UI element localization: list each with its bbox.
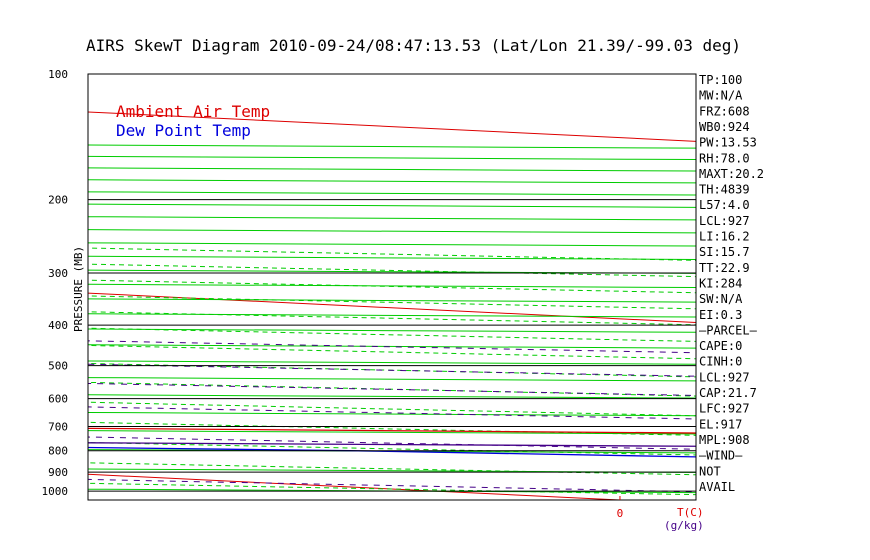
moist-adiabat-lines [88, 247, 696, 496]
index-item: —WIND— [699, 449, 743, 463]
index-item: KI:284 [699, 276, 742, 290]
index-item: LI:16.2 [699, 230, 750, 244]
bottom-temp-unit: T(C) [677, 506, 704, 519]
index-item: TP:100 [699, 73, 742, 87]
dry-adiabat-line [88, 242, 696, 247]
index-item: TT:22.9 [699, 261, 750, 275]
pressure-tick-label: 200 [48, 194, 68, 207]
mixing-ratio-line [88, 363, 696, 377]
index-item: CINH:0 [699, 355, 742, 369]
mixing-ratio-line [837, 325, 870, 500]
mixing-ratio-unit: (g/kg) [664, 519, 704, 532]
isobar-lines [88, 199, 696, 492]
pressure-tick-label: 500 [48, 360, 68, 373]
index-item: FRZ:608 [699, 104, 750, 118]
index-item: L57:4.0 [699, 198, 750, 212]
mixing-ratio-lines [88, 325, 870, 500]
legend-ambient: Ambient Air Temp [116, 102, 270, 121]
index-item: CAP:21.7 [699, 386, 757, 400]
y-axis-label: PRESSURE (MB) [72, 246, 85, 332]
index-item: MPL:908 [699, 433, 750, 447]
index-item: NOT [699, 464, 721, 478]
plot-frame [87, 73, 697, 501]
pressure-tick-label: 100 [48, 68, 68, 81]
index-item: SI:15.7 [699, 245, 750, 259]
dry-adiabat-line [88, 468, 696, 473]
pressure-tick-label: 700 [48, 421, 68, 434]
bottom-temperature-ticks: 0 [617, 496, 624, 520]
pressure-tick-label: 600 [48, 393, 68, 406]
index-item: LFC:927 [699, 402, 750, 416]
moist-adiabat-line [88, 462, 696, 476]
chart-title: AIRS SkewT Diagram 2010-09-24/08:47:13.5… [86, 36, 741, 55]
dry-adiabat-lines [88, 144, 696, 494]
index-item: TH:4839 [699, 183, 750, 197]
index-item: RH:78.0 [699, 151, 750, 165]
pressure-tick-label: 400 [48, 319, 68, 332]
index-item: EI:0.3 [699, 308, 742, 322]
index-item: CAPE:0 [699, 339, 742, 353]
index-item: SW:N/A [699, 292, 743, 306]
index-item: PW:13.53 [699, 136, 757, 150]
pressure-tick-label: 300 [48, 267, 68, 280]
index-item: EL:917 [699, 417, 742, 431]
pressure-tick-label: 800 [48, 445, 68, 458]
index-item: LCL:927 [699, 370, 750, 384]
index-item: MAXT:20.2 [699, 167, 764, 181]
index-item: WB0:924 [699, 120, 750, 134]
pressure-tick-label: 1000 [42, 485, 69, 498]
pressure-tick-label: 900 [48, 466, 68, 479]
index-item: MW:N/A [699, 89, 743, 103]
index-item: AVAIL [699, 480, 735, 494]
bottom-tick-label: 0 [617, 507, 624, 520]
index-item: LCL:927 [699, 214, 750, 228]
pressure-tick-labels: 100 200 300 400 500 600 700 800 900 1000 [42, 68, 69, 498]
index-item: —PARCEL— [699, 323, 758, 337]
legend-dewpoint: Dew Point Temp [116, 121, 251, 140]
